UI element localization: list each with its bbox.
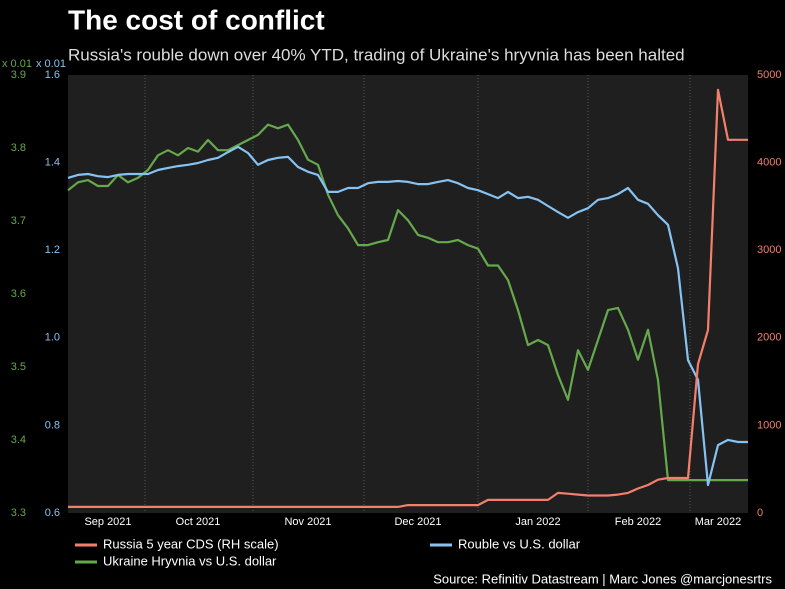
y2-tick-label: 4000 [757,157,781,169]
y-tick-label: 1.2 [45,244,60,256]
x-tick-label: Jan 2022 [515,516,560,528]
y3-tick-label: 3.9 [11,69,26,81]
x-tick-label: Oct 2021 [176,516,221,528]
x-tick-label: Dec 2021 [394,516,441,528]
y3-tick-label: 3.7 [11,215,26,227]
series-line [67,123,748,482]
y3-tick-label: 3.6 [11,288,26,300]
y-tick-label: 1.6 [45,69,60,81]
chart-subtitle: Russia's rouble down over 40% YTD, tradi… [68,45,685,64]
source: Source: Refinitiv Datastream | Marc Jone… [433,571,772,586]
y3-tick-label: 3.8 [11,142,26,154]
y-tick-label: 1.4 [45,157,60,169]
y-axis-label: x 0.01 [36,58,66,70]
x-tick-label: Nov 2021 [284,516,331,528]
y2-tick-label: 1000 [757,419,781,431]
y3-tick-label: 3.4 [11,434,26,446]
y2-tick-label: 0 [757,507,763,519]
legend-label: Rouble vs U.S. dollar [458,536,581,551]
y3-axis-label: x 0.01 [2,58,32,70]
plot-area [68,75,748,513]
y3-tick-label: 3.5 [11,361,26,373]
y-tick-label: 0.6 [45,507,60,519]
legend-label: Ukraine Hryvnia vs U.S. dollar [103,553,277,568]
series-line [67,145,748,487]
x-tick-label: Sep 2021 [84,516,131,528]
y2-tick-label: 5000 [757,69,781,81]
x-tick-label: Feb 2022 [615,516,661,528]
x-tick-label: Mar 2022 [695,516,741,528]
chart-title: The cost of conflict [68,4,325,35]
y2-tick-label: 3000 [757,244,781,256]
series-line [68,88,748,508]
month-grid [144,75,691,513]
y3-tick-label: 3.3 [11,507,26,519]
y2-tick-label: 2000 [757,332,781,344]
y-tick-label: 1.0 [45,332,60,344]
legend-label: Russia 5 year CDS (RH scale) [103,536,279,551]
y-tick-label: 0.8 [45,419,60,431]
